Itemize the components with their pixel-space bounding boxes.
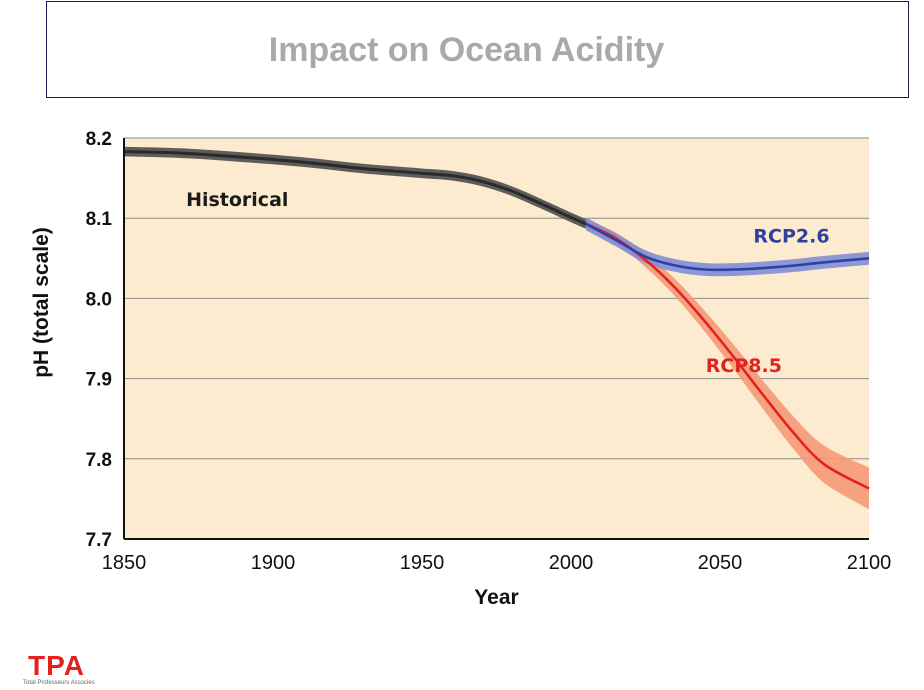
x-tick-labels: 1850 1900 1950 2000 2050 2100: [102, 552, 892, 574]
title-box: Impact on Ocean Acidity: [46, 1, 909, 98]
y-tick-label: 8.0: [86, 289, 112, 310]
series-label: RCP8.5: [706, 355, 782, 377]
axes: [123, 138, 869, 540]
tpa-logo-subtitle: Total Professeurs Associés: [23, 680, 95, 686]
historical-line: [123, 150, 587, 226]
y-axis-label: pH (total scale): [30, 227, 53, 378]
series-label: RCP2.6: [753, 225, 829, 247]
x-axis-label: Year: [474, 586, 518, 609]
x-tick-label: 1850: [102, 552, 147, 574]
series-lines: [123, 150, 870, 490]
tpa-logo: TPA: [28, 650, 85, 681]
x-tick-label: 2050: [698, 552, 743, 574]
x-tick-label: 1900: [251, 552, 296, 574]
series-label: Historical: [186, 189, 288, 211]
x-tick-label: 1950: [400, 552, 445, 574]
historical-band: [124, 146, 586, 229]
y-tick-labels: 7.7 7.8 7.9 8.0 8.1 8.2: [86, 129, 113, 551]
rcp26-line: [585, 222, 870, 272]
plot-background: [124, 138, 869, 539]
x-tick-label: 2000: [549, 552, 594, 574]
y-tick-label: 7.7: [86, 530, 112, 551]
series-labels: Historical RCP2.6 RCP8.5: [186, 189, 830, 377]
x-tick-label: 2100: [847, 552, 892, 574]
y-tick-label: 8.1: [86, 209, 113, 230]
slide-title: Impact on Ocean Acidity: [268, 31, 665, 69]
y-tick-label: 8.2: [86, 129, 112, 150]
y-tick-label: 7.8: [86, 450, 112, 471]
y-tick-label: 7.9: [86, 370, 112, 391]
